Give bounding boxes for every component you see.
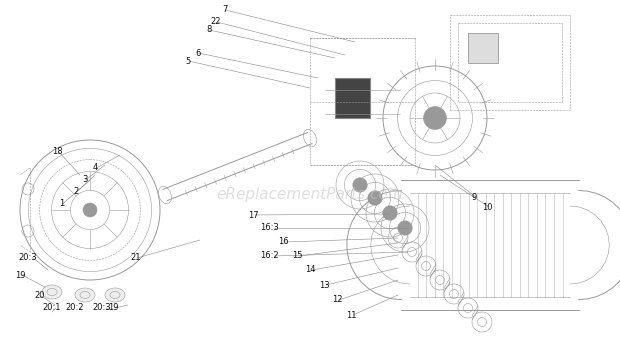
Text: 18: 18 [52,147,63,157]
Ellipse shape [105,288,125,302]
Text: 19: 19 [108,303,118,313]
Text: 20:3: 20:3 [18,252,37,262]
Ellipse shape [42,285,62,299]
Text: 20:3: 20:3 [92,303,110,313]
Text: 20: 20 [34,291,45,301]
Text: 16: 16 [278,237,289,247]
Text: 5: 5 [185,56,190,66]
Ellipse shape [75,288,95,302]
Text: 14: 14 [305,265,316,275]
Text: 1: 1 [59,199,64,209]
Text: 2: 2 [73,187,78,197]
Circle shape [83,203,97,217]
Text: 9: 9 [472,193,477,201]
Text: 20:2: 20:2 [65,303,84,313]
Text: 16:2: 16:2 [260,251,278,261]
Text: 11: 11 [346,311,356,319]
Text: 22: 22 [210,17,221,26]
Text: 16:3: 16:3 [260,224,279,233]
Text: 6: 6 [195,49,200,57]
Text: eReplacementParts.com: eReplacementParts.com [216,187,404,202]
Text: 20:1: 20:1 [42,303,61,313]
Text: 21: 21 [130,253,141,263]
Text: 3: 3 [82,175,87,184]
Circle shape [398,221,412,235]
Circle shape [353,178,367,192]
Circle shape [383,206,397,220]
Text: 15: 15 [292,251,303,261]
Circle shape [423,107,446,129]
Text: 8: 8 [206,26,211,35]
Text: 7: 7 [222,5,228,14]
FancyBboxPatch shape [468,33,498,63]
Text: 13: 13 [319,280,330,289]
Text: 10: 10 [482,202,492,211]
Text: 19: 19 [15,271,25,279]
Circle shape [368,191,382,205]
FancyBboxPatch shape [335,78,370,118]
Text: 4: 4 [93,163,98,172]
Text: 12: 12 [332,295,342,304]
Text: 17: 17 [248,210,259,220]
